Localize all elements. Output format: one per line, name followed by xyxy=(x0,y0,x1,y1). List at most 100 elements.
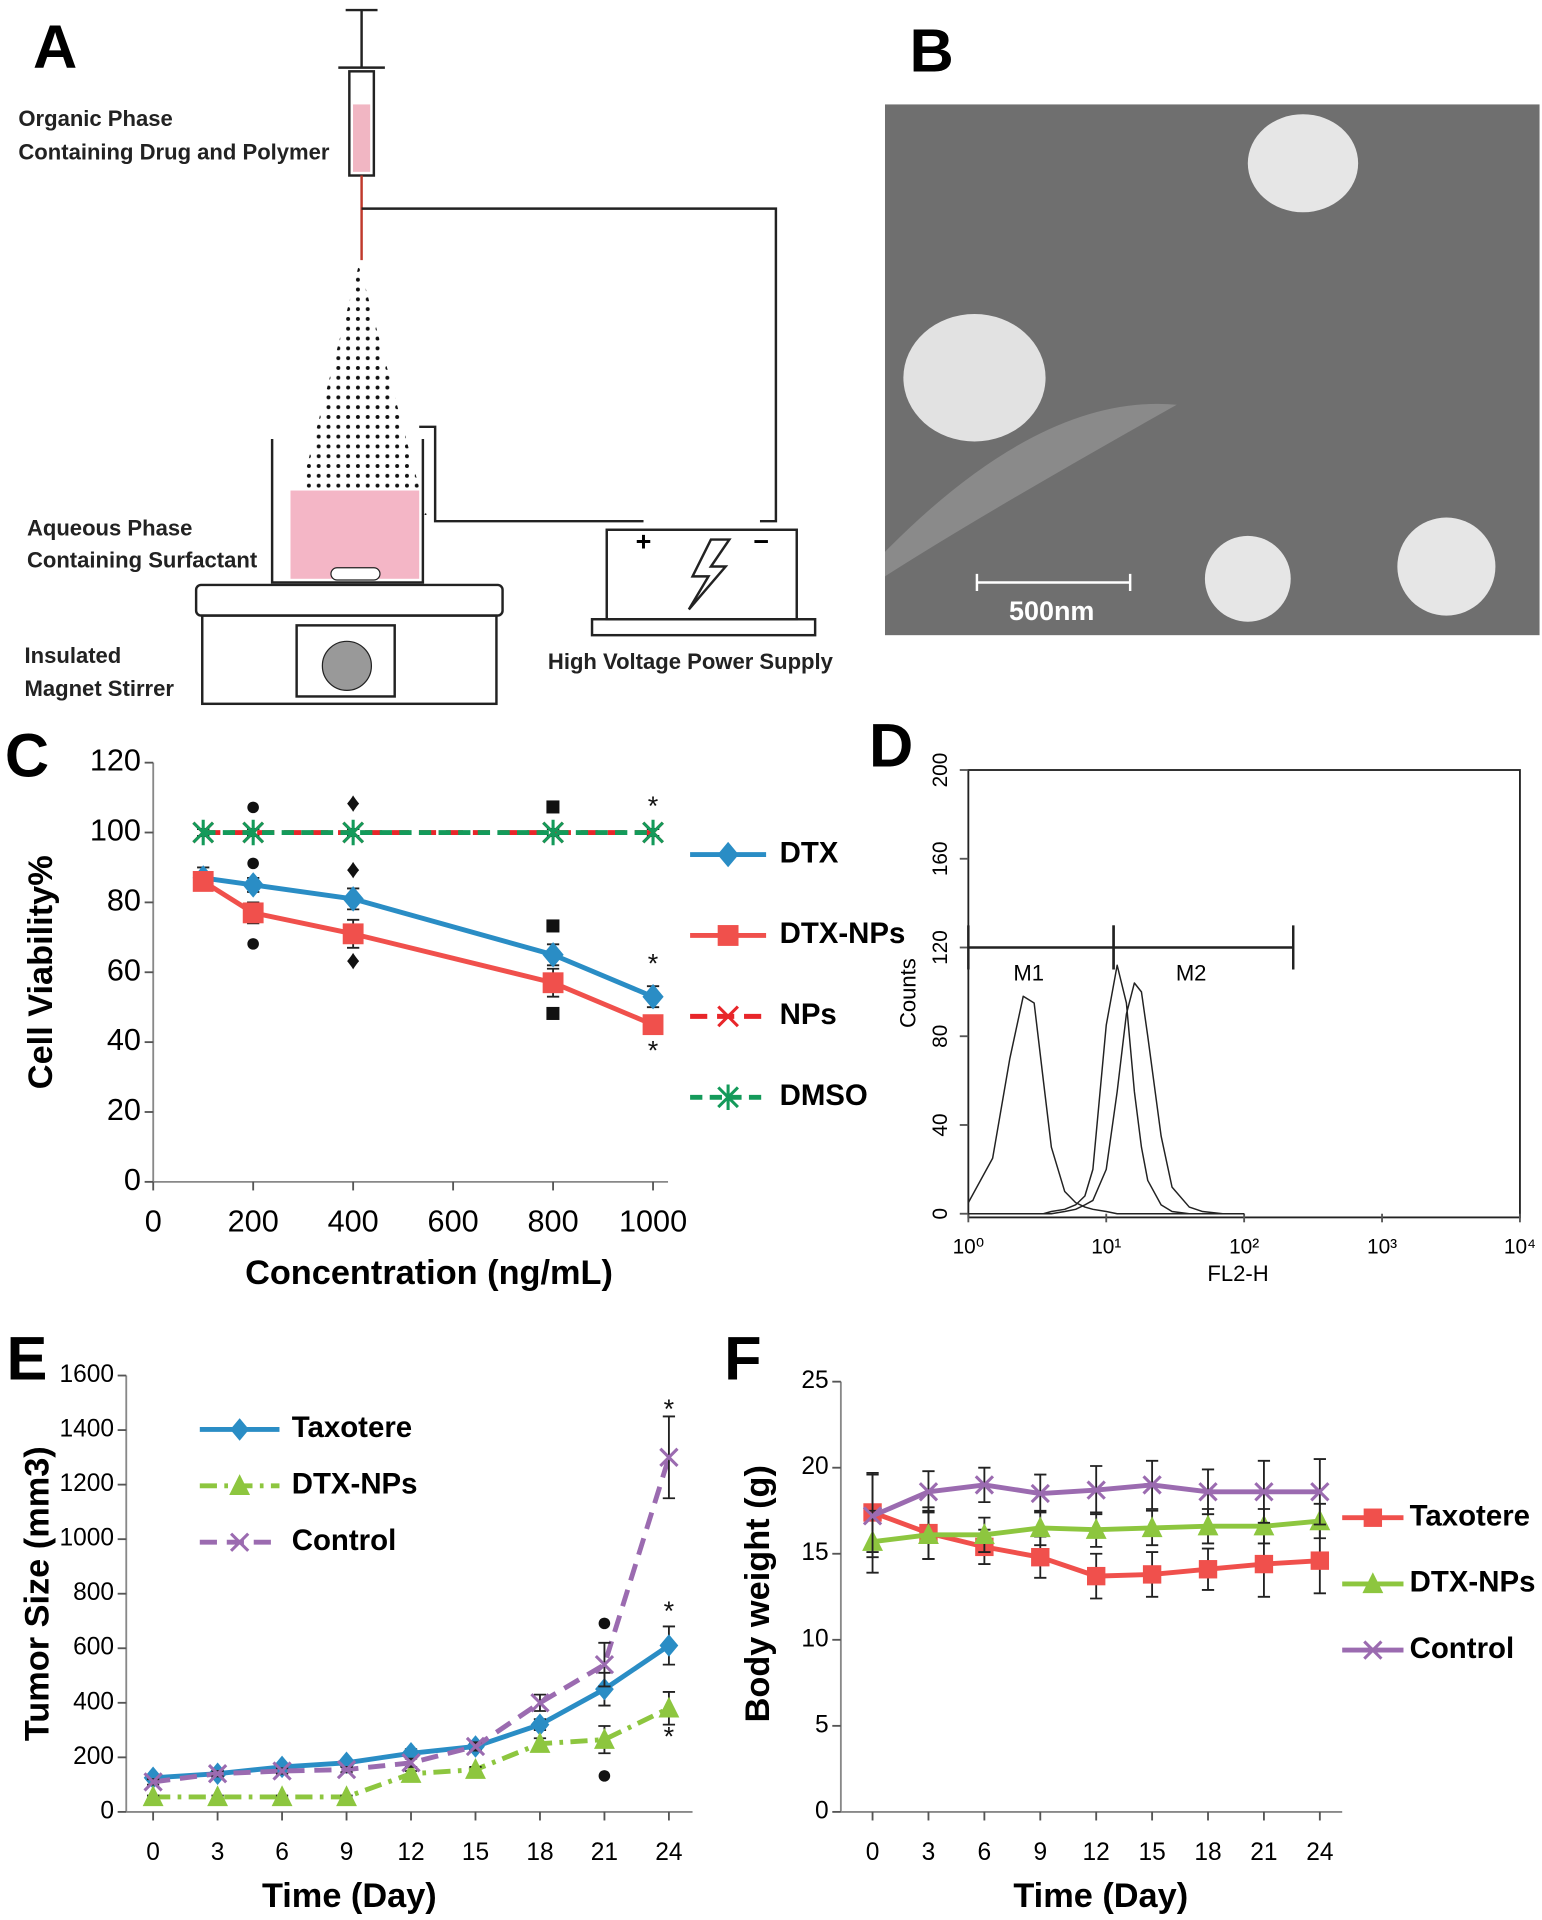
plus-sign: + xyxy=(636,526,652,556)
legend-label: DTX-NPs xyxy=(780,917,906,950)
marker xyxy=(1362,1572,1384,1594)
x-tick-label: 200 xyxy=(228,1205,279,1239)
y-tick-label: 1400 xyxy=(59,1416,114,1443)
x-tick-label: 3 xyxy=(211,1839,225,1866)
legend-label: Control xyxy=(292,1524,397,1557)
stirrer-panel xyxy=(295,624,396,698)
x-tick-label: 10³ xyxy=(1367,1236,1397,1259)
marker xyxy=(1363,1640,1383,1660)
y-tick-label: 1200 xyxy=(59,1470,114,1497)
marker xyxy=(230,1418,250,1441)
marker xyxy=(342,819,365,846)
marker xyxy=(1086,1480,1106,1500)
nanoparticle xyxy=(903,314,1046,442)
x-tick-label: 12 xyxy=(1083,1839,1110,1866)
gate-label: M1 xyxy=(1013,960,1044,985)
x-tick-label: 9 xyxy=(1033,1839,1047,1866)
marker xyxy=(530,1713,550,1736)
x-axis-title: Concentration (ng/mL) xyxy=(245,1254,613,1292)
annotation: ♦ xyxy=(346,788,360,818)
x-tick-label: 24 xyxy=(1306,1839,1333,1866)
y-tick-label: 40 xyxy=(929,1113,952,1136)
diagram-label: Insulated xyxy=(25,643,122,668)
y-tick-label: 120 xyxy=(929,930,952,965)
lightning xyxy=(687,538,732,611)
gate xyxy=(1112,925,1295,970)
legend-label: Control xyxy=(1410,1632,1515,1665)
x-tick-label: 10² xyxy=(1229,1236,1259,1259)
x-tick-label: 18 xyxy=(1194,1839,1221,1866)
series-line xyxy=(968,964,1245,1215)
marker xyxy=(529,1732,551,1753)
series-line xyxy=(968,982,1245,1215)
marker xyxy=(229,1532,250,1552)
annotation: ● xyxy=(245,927,261,957)
y-tick-label: 0 xyxy=(124,1163,141,1197)
power-base xyxy=(590,618,817,637)
spray-cone xyxy=(294,263,427,516)
marker xyxy=(659,1634,679,1657)
marker xyxy=(642,983,664,1010)
x-tick-label: 800 xyxy=(528,1205,579,1239)
marker xyxy=(1310,1551,1330,1570)
x-tick-label: 0 xyxy=(146,1839,160,1866)
marker xyxy=(642,819,664,846)
x-axis-title: Time (Day) xyxy=(1013,1877,1188,1915)
x-axis-title: FL2-H xyxy=(1207,1261,1268,1286)
diagram-label: Containing Drug and Polymer xyxy=(18,139,330,164)
x-tick-label: 10⁰ xyxy=(953,1236,985,1259)
stirrer-body xyxy=(201,614,498,706)
marker xyxy=(143,1772,163,1792)
gate-label: M2 xyxy=(1176,960,1207,985)
y-axis-title: Cell Viability% xyxy=(22,855,60,1089)
annotation: * xyxy=(664,1721,675,1751)
x-tick-label: 1000 xyxy=(619,1205,687,1239)
panel-letter: A xyxy=(33,13,77,81)
x-tick-label: 6 xyxy=(978,1839,992,1866)
y-tick-label: 0 xyxy=(929,1208,952,1220)
marker xyxy=(342,886,364,912)
y-tick-label: 5 xyxy=(815,1711,829,1738)
marker xyxy=(1253,1514,1275,1536)
y-axis-title: Counts xyxy=(895,958,920,1028)
nanoparticle xyxy=(1397,517,1496,616)
diagram-label: Organic Phase xyxy=(18,106,172,131)
marker xyxy=(207,1764,228,1784)
marker xyxy=(1029,1516,1051,1538)
scale-bar-label: 500nm xyxy=(1009,596,1094,626)
marker xyxy=(974,1475,995,1495)
marker xyxy=(542,972,564,994)
panel-letter: C xyxy=(5,721,49,789)
marker xyxy=(1142,1565,1162,1584)
marker xyxy=(465,1736,486,1757)
marker xyxy=(1142,1475,1162,1495)
marker xyxy=(342,923,364,945)
y-tick-label: 40 xyxy=(107,1023,141,1057)
annotation: ● xyxy=(245,847,261,877)
diagram-label: Containing Surfactant xyxy=(27,547,258,572)
y-tick-label: 200 xyxy=(929,753,952,788)
marker xyxy=(1087,1566,1106,1586)
legend-label: Taxotere xyxy=(1410,1499,1530,1532)
marker xyxy=(229,1474,251,1496)
y-tick-label: 120 xyxy=(90,744,141,778)
marker xyxy=(717,841,739,868)
x-tick-label: 3 xyxy=(922,1839,936,1866)
y-axis-title: Tumor Size (mm3) xyxy=(18,1446,56,1741)
x-tick-label: 15 xyxy=(462,1839,489,1866)
marker xyxy=(542,942,564,968)
y-tick-label: 80 xyxy=(107,883,141,917)
minus-sign: − xyxy=(753,526,769,556)
marker xyxy=(1085,1517,1107,1539)
series-line xyxy=(967,995,1245,1215)
marker xyxy=(401,1753,421,1773)
stirrer-top xyxy=(194,583,504,617)
x-tick-label: 10¹ xyxy=(1091,1236,1121,1259)
annotation: ■ xyxy=(545,997,561,1027)
marker xyxy=(192,819,215,846)
marker xyxy=(659,1447,679,1468)
marker xyxy=(542,819,564,846)
